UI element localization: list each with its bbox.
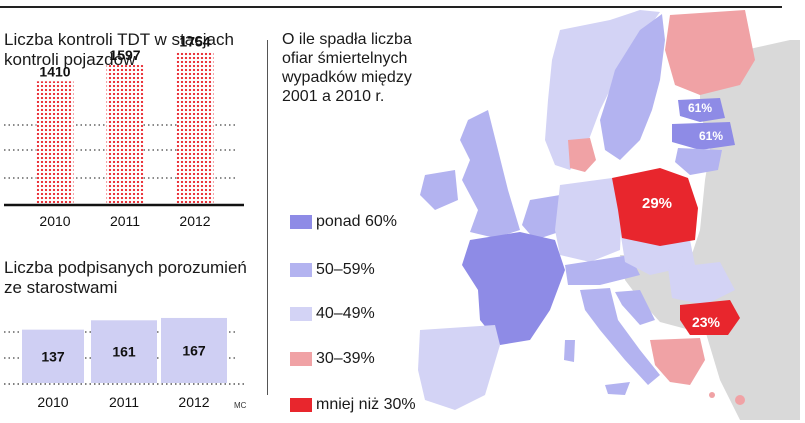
x-tick-2010: 2010 [39,213,70,229]
map-region-ireland [420,170,458,210]
bar-2011 [106,65,144,204]
map-region-croatia [615,290,655,325]
map-region-uk [460,110,520,238]
legend-swatch [290,352,312,366]
map-region-cyprus [735,395,745,405]
legend-label: ponad 60% [316,213,397,230]
value-label-2010: 1410 [39,63,70,79]
tdt-chart-title: Liczba kontroli TDT w stacjach kontroli … [4,30,234,69]
map-region-latvia [672,122,735,150]
legend-item-under-30: mniej niż 30% [290,395,416,415]
europe-map: 61% 61% 29% 23% [418,8,805,423]
map-region-finland [665,10,755,95]
map-region-poland [612,168,698,246]
legend-item-over-60: ponad 60% [290,212,397,232]
value-label-2011: 161 [112,344,136,360]
top-rule [0,6,782,8]
map-region-crete [709,392,715,398]
map-region-greece [650,338,705,385]
tdt-bar-chart: 1410 2010 1597 2011 1754 2012 [4,33,244,229]
map-region-benelux [522,195,565,240]
map-label-estonia: 61% [688,101,712,115]
map-region-germany [555,178,622,262]
map-region-alps [565,255,640,285]
legend-item-30-39: 30–39% [290,349,375,369]
x-tick-2010: 2010 [37,394,68,410]
bar-2012 [176,51,214,204]
x-tick-2012: 2012 [178,394,209,410]
map-region-lithuania [675,148,722,175]
legend-label: 40–49% [316,305,375,322]
agreements-bar-chart: 137 2010 161 2011 167 2012 [4,317,244,410]
legend-swatch [290,307,312,321]
x-tick-2011: 2011 [109,394,139,410]
agreements-chart-title: Liczba podpisanych porozumień ze starost… [4,258,247,297]
map-region-iberia [418,325,500,410]
x-tick-2011: 2011 [110,213,140,229]
legend-swatch [290,215,312,229]
legend-label: 30–39% [316,350,375,367]
map-region-romania [668,262,735,305]
map-label-latvia: 61% [699,129,723,143]
legend-item-40-49: 40–49% [290,304,375,324]
bar-2010 [36,81,74,204]
map-region-denmark [568,138,596,172]
bar-2012 [161,317,227,383]
map-region-estonia [678,98,725,122]
legend-item-50-59: 50–59% [290,260,375,280]
bar-2011 [91,320,157,383]
value-label-2012: 1754 [179,33,210,49]
map-label-poland: 29% [642,195,672,212]
x-tick-2012: 2012 [179,213,210,229]
legend-label: mniej niż 30% [316,396,416,413]
legend-label: 50–59% [316,261,375,278]
map-region-italy [580,288,660,385]
map-region-sweden [600,14,665,160]
legend-swatch [290,398,312,412]
bar-2010 [22,329,84,383]
map-region-france [462,232,565,345]
column-divider [267,40,268,395]
value-label-2012: 167 [182,342,206,358]
map-region-islands [564,340,630,395]
value-label-2011: 1597 [109,47,140,63]
map-label-bulgaria: 23% [692,314,721,330]
credit-label: MC [234,401,247,410]
map-title: O ile spadła liczba ofiar śmiertelnych w… [282,31,412,105]
map-region-bulgaria [680,300,740,335]
value-label-2010: 137 [41,348,65,364]
legend-swatch [290,263,312,277]
